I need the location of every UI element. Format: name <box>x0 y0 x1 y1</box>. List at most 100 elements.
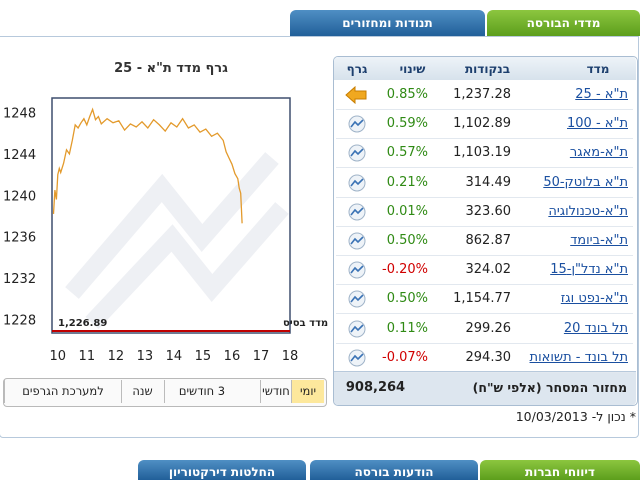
graph-icon[interactable] <box>347 320 367 338</box>
row-separator <box>336 225 633 227</box>
chart-icon <box>348 320 366 338</box>
change: -0.07% <box>382 349 428 365</box>
index-link[interactable]: ת"א - 25 <box>575 87 628 102</box>
range-bar <box>3 378 327 407</box>
range-button[interactable]: 3 חודשים <box>164 380 239 403</box>
index-link[interactable]: ת"א - 100 <box>567 116 628 132</box>
range-button[interactable]: יומי <box>291 380 324 403</box>
table-header: מדד <box>586 62 610 76</box>
x-tick-label: 16 <box>224 349 241 364</box>
index-link[interactable]: ת"א בלוטק-50 <box>543 174 628 190</box>
index-link[interactable]: ת"א-נפט וגז <box>560 291 628 307</box>
graph-icon[interactable] <box>347 203 367 221</box>
row-separator <box>336 284 633 286</box>
plot-area <box>51 97 291 334</box>
index-link[interactable]: ת"א-מאגר <box>569 145 628 161</box>
tab[interactable]: דיווחי חברות <box>480 460 640 480</box>
range-button[interactable]: למערכת הגרפים <box>4 380 121 403</box>
graph-icon[interactable] <box>347 144 367 162</box>
x-tick-label: 13 <box>137 349 154 364</box>
row-separator <box>336 313 633 315</box>
table-header-bg <box>334 57 636 80</box>
change: 0.01% <box>386 203 428 219</box>
row-separator <box>336 371 633 373</box>
points: 1,102.89 <box>453 116 511 132</box>
row-separator <box>336 342 633 344</box>
row-separator <box>336 196 633 198</box>
graph-icon[interactable] <box>347 232 367 250</box>
change: 0.21% <box>386 174 428 190</box>
change: -0.20% <box>382 262 428 278</box>
points: 324.02 <box>465 262 512 278</box>
table-header: שינוי <box>399 62 426 76</box>
change: 0.11% <box>386 320 428 336</box>
points: 299.26 <box>465 320 512 336</box>
chart-icon <box>348 144 366 162</box>
change: 0.59% <box>386 116 428 132</box>
change: 0.50% <box>386 233 428 248</box>
y-tick-label: 1248 <box>3 106 36 121</box>
table-footer-bg <box>334 371 636 405</box>
graph: גרף מדד ת"א - 25 1228 1232 1236 1240 1244 1248… <box>3 61 328 364</box>
x-tick-label: 17 <box>253 349 270 364</box>
y-tick-label: 1236 <box>3 231 36 246</box>
graph-icon[interactable] <box>347 349 367 367</box>
graph-icon[interactable] <box>347 115 367 133</box>
points: 314.49 <box>465 174 512 190</box>
footer-value: 908,264 <box>345 380 406 395</box>
table-header: גרף <box>346 62 368 76</box>
chart-icon <box>348 349 366 367</box>
index-link[interactable]: ת"א-ביומד <box>570 233 628 248</box>
points: 862.87 <box>465 233 512 248</box>
base-value: 1,226.89 <box>58 318 107 329</box>
index-link[interactable]: תל בונד 20 <box>563 320 628 336</box>
x-tick-label: 12 <box>108 349 125 364</box>
change: 0.57% <box>386 145 428 161</box>
range-button[interactable]: חודשי <box>260 380 291 403</box>
graph-icon[interactable] <box>347 261 367 279</box>
table-header: בנקודות <box>464 62 511 76</box>
chart-icon <box>348 203 366 221</box>
graph-icon[interactable] <box>347 174 367 192</box>
points: 294.30 <box>465 349 512 365</box>
chart-icon <box>348 115 366 133</box>
index-line <box>52 107 243 224</box>
footer-label: מחזור המסחר (אלפי ש"ח) <box>472 380 627 395</box>
arrow-icon <box>345 85 367 105</box>
base-label: מדד בסיס <box>283 318 328 329</box>
points: 1,154.77 <box>453 291 511 307</box>
tab[interactable]: תנודות ומחזורים <box>290 10 485 36</box>
index-link[interactable]: ת"א נדל"ן-15 <box>550 262 628 278</box>
chart-icon <box>348 290 366 308</box>
points: 323.60 <box>465 203 512 219</box>
tab[interactable]: הודעות בורסה <box>310 460 478 480</box>
note: * נכון ל- 10/03/2013 <box>515 409 636 424</box>
x-tick-label: 10 <box>50 349 67 364</box>
index-link[interactable]: תל בונד - תשואות <box>529 349 628 365</box>
chart-icon <box>348 232 366 250</box>
chart-icon <box>348 174 366 192</box>
tab[interactable]: מדדי הבורסה <box>487 10 640 36</box>
row-separator <box>336 255 633 256</box>
tab[interactable]: החלטות דירקטוריון <box>138 460 306 480</box>
points: 1,103.19 <box>453 145 511 161</box>
y-tick-label: 1228 <box>3 314 36 329</box>
chart-icon <box>348 261 366 279</box>
main-panel <box>0 36 639 438</box>
row-separator <box>336 109 633 110</box>
range-button[interactable]: שנה <box>121 380 163 403</box>
graph-title: גרף מדד ת"א - 25 <box>114 61 228 76</box>
index-link[interactable]: ת"א-טכנולוגיה <box>548 203 628 219</box>
change: 0.50% <box>386 291 428 307</box>
change: 0.85% <box>386 87 428 102</box>
y-tick-label: 1244 <box>3 148 36 163</box>
x-tick-label: 14 <box>166 349 183 364</box>
y-tick-label: 1240 <box>3 189 36 204</box>
selected-arrow[interactable] <box>345 85 367 105</box>
table-box <box>333 56 638 406</box>
watermark <box>65 152 289 330</box>
x-tick-label: 15 <box>195 349 212 364</box>
graph-icon[interactable] <box>347 290 367 308</box>
x-tick-label: 18 <box>282 349 299 364</box>
